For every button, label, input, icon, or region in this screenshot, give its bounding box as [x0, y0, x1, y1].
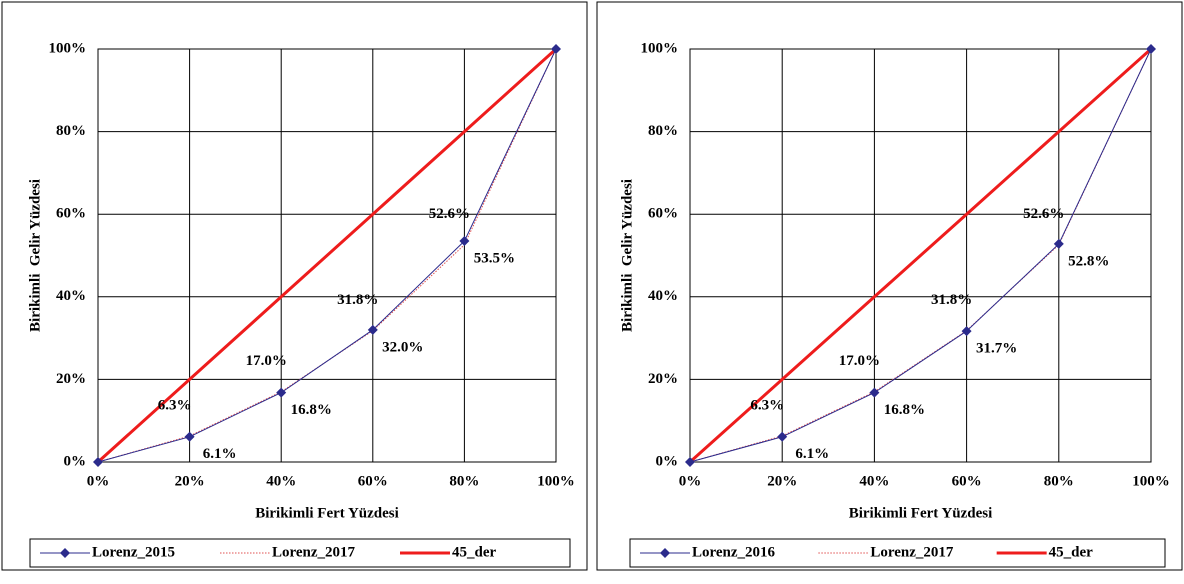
legend-label: Lorenz_2017	[272, 544, 356, 560]
x-axis-label: Birikimli Fert Yüzdesi	[849, 505, 993, 521]
x-tick-label: 100%	[1132, 473, 1170, 489]
y-tick-label: 60%	[56, 206, 86, 222]
legend-label: Lorenz_2016	[692, 544, 776, 560]
data-label: 52.6%	[1023, 206, 1064, 222]
data-label: 17.0%	[839, 353, 880, 369]
y-axis-label: Birikimli Gelir Yüzdesi	[27, 179, 43, 332]
x-axis-label: Birikimli Fert Yüzdesi	[255, 505, 399, 521]
y-tick-label: 80%	[648, 123, 678, 139]
data-label: 6.3%	[158, 397, 192, 413]
data-label: 6.1%	[795, 446, 829, 462]
marker	[961, 326, 972, 337]
marker	[1053, 238, 1064, 249]
series-line	[689, 48, 1152, 463]
legend-marker	[660, 548, 670, 558]
data-label: 6.1%	[203, 446, 237, 462]
series-line	[96, 47, 558, 464]
marker	[1146, 44, 1156, 54]
data-label: 52.8%	[1068, 253, 1109, 269]
x-tick-label: 80%	[449, 473, 479, 489]
legend-label: 45_der	[452, 544, 497, 560]
y-tick-label: 100%	[49, 40, 87, 56]
y-tick-label: 20%	[56, 371, 86, 387]
marker	[869, 387, 880, 398]
marker	[367, 324, 378, 335]
data-label: 32.0%	[382, 339, 423, 355]
marker	[777, 431, 788, 442]
data-label: 17.0%	[246, 353, 287, 369]
series-line	[688, 47, 1153, 464]
y-tick-label: 40%	[648, 288, 678, 304]
data-label: 16.8%	[291, 402, 332, 418]
y-tick-label: 60%	[648, 206, 678, 222]
data-label: 52.6%	[429, 206, 470, 222]
chart-frame	[1, 1, 588, 571]
y-tick-label: 80%	[56, 123, 86, 139]
legend-label: Lorenz_2017	[870, 544, 954, 560]
marker	[551, 44, 561, 54]
chart-frame	[596, 1, 1183, 571]
marker	[93, 457, 103, 467]
series-line	[689, 48, 1152, 463]
x-tick-label: 80%	[1044, 473, 1074, 489]
x-tick-label: 60%	[952, 473, 982, 489]
series-line	[97, 48, 557, 463]
x-tick-label: 40%	[266, 473, 296, 489]
y-tick-label: 0%	[64, 453, 87, 469]
legend-box	[29, 538, 571, 568]
y-tick-label: 0%	[656, 453, 679, 469]
x-tick-label: 60%	[358, 473, 388, 489]
legend-label: Lorenz_2015	[92, 544, 175, 560]
y-tick-label: 40%	[56, 288, 86, 304]
legend-box	[629, 538, 1166, 568]
marker	[459, 236, 470, 247]
data-label: 53.5%	[474, 250, 515, 266]
data-label: 31.7%	[976, 341, 1017, 357]
data-label: 31.8%	[337, 292, 378, 308]
data-label: 31.8%	[931, 292, 972, 308]
x-tick-label: 20%	[175, 473, 205, 489]
data-label: 6.3%	[750, 397, 784, 413]
y-tick-label: 100%	[641, 40, 679, 56]
marker	[184, 431, 195, 442]
y-axis-label: Birikimli Gelir Yüzdesi	[619, 179, 635, 332]
x-tick-label: 40%	[859, 473, 889, 489]
y-tick-label: 20%	[648, 371, 678, 387]
x-tick-label: 20%	[767, 473, 797, 489]
legend-label: 45_der	[1049, 544, 1094, 560]
marker	[685, 457, 695, 467]
x-tick-label: 0%	[87, 473, 110, 489]
series-line	[97, 48, 557, 463]
x-tick-label: 0%	[679, 473, 702, 489]
data-label: 16.8%	[884, 402, 925, 418]
x-tick-label: 100%	[537, 473, 575, 489]
marker	[276, 387, 287, 398]
legend-marker	[60, 548, 70, 558]
